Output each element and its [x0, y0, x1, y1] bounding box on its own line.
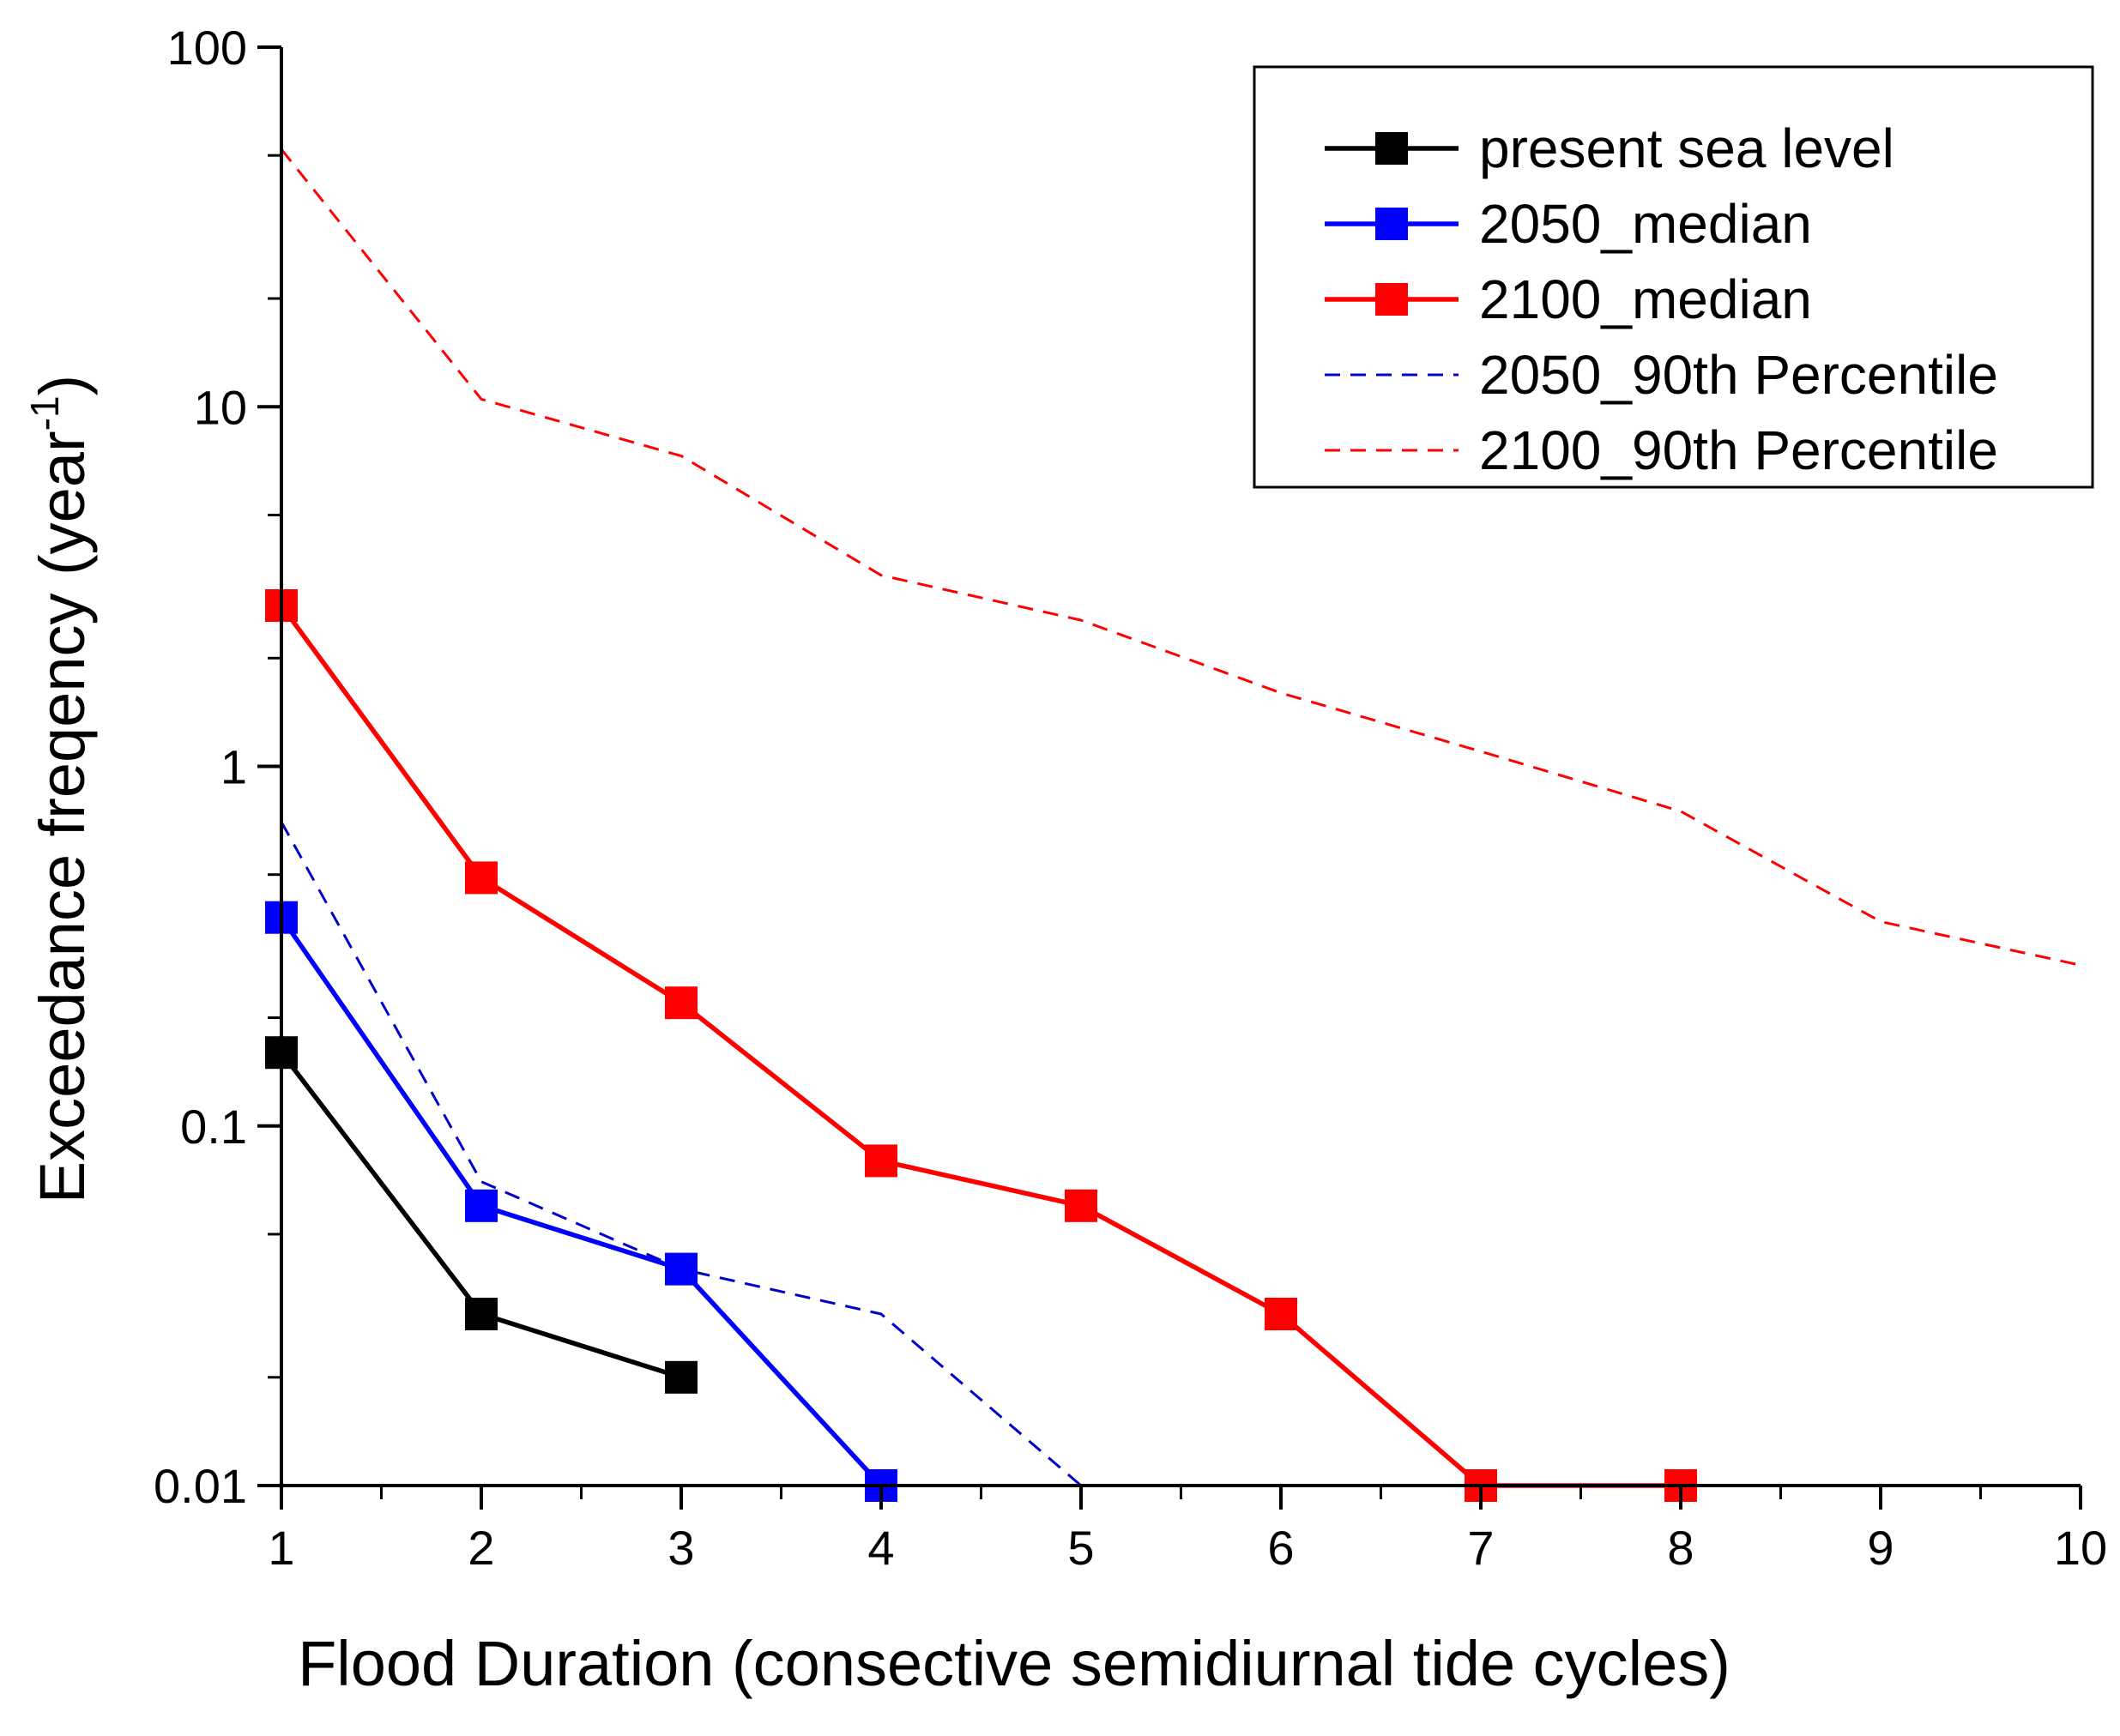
x-tick-label-4: 5	[1067, 1521, 1094, 1575]
y-axis-label-superscript: -1	[22, 395, 67, 431]
x-tick-label-3: 4	[867, 1521, 894, 1575]
legend-marker-0	[1375, 132, 1408, 165]
x-tick-label-7: 8	[1667, 1521, 1694, 1575]
axis-labels: Flood Duration (consective semidiurnal t…	[22, 375, 1730, 1699]
x-axis-label: Flood Duration (consective semidiurnal t…	[298, 1628, 1730, 1699]
y-tick-label-4: 100	[167, 21, 247, 75]
legend-marker-1	[1375, 208, 1408, 240]
tick-labels: 1 2 3 4 5 6 7 8 9 10 0.01 0.1 1 10 100	[154, 21, 2107, 1575]
x-tick-label-8: 9	[1867, 1521, 1894, 1575]
y-tick-label-3: 10	[194, 380, 247, 434]
series-marker-0-1	[465, 1298, 498, 1330]
legend-label-0: present sea level	[1479, 118, 1894, 179]
series-marker-2-5	[1265, 1298, 1297, 1330]
series-marker-2-4	[1065, 1189, 1097, 1222]
series-marker-2-1	[465, 861, 498, 895]
legend-label-3: 2050_90th Percentile	[1479, 344, 1998, 406]
y-axis-label-tail: )	[27, 375, 98, 396]
legend-label-2: 2100_median	[1479, 268, 1812, 330]
series-line-2	[279, 604, 1681, 1488]
series-marker-2-2	[665, 986, 698, 1020]
series-marker-1-1	[465, 1189, 498, 1222]
legend-label-1: 2050_median	[1479, 193, 1812, 255]
plot-markers	[265, 589, 1697, 1502]
y-axis-label: Exceedance freqency (year-1)	[22, 375, 98, 1203]
y-tick-label-2: 1	[220, 740, 247, 794]
y-axis-label-main: Exceedance freqency (year	[27, 431, 98, 1203]
x-tick-label-5: 6	[1267, 1521, 1294, 1575]
x-tick-label-1: 2	[468, 1521, 494, 1575]
x-tick-label-6: 7	[1467, 1521, 1494, 1575]
axes	[257, 45, 2082, 1510]
series-marker-1-2	[665, 1252, 698, 1286]
legend: present sea level 2050_median 2100_median 2…	[1253, 65, 2094, 489]
series-line-4	[280, 148, 2081, 967]
y-tick-label-0: 0.01	[154, 1459, 247, 1513]
x-tick-label-2: 3	[667, 1521, 694, 1575]
y-tick-label-1: 0.1	[180, 1100, 247, 1154]
legend-marker-2	[1375, 283, 1408, 316]
legend-label-4: 2100_90th Percentile	[1479, 419, 1998, 481]
series-marker-0-2	[665, 1360, 698, 1394]
x-tick-label-0: 1	[268, 1521, 294, 1575]
x-tick-label-9: 10	[2054, 1521, 2107, 1575]
series-marker-2-3	[865, 1144, 897, 1178]
series-line-1	[279, 916, 884, 1487]
